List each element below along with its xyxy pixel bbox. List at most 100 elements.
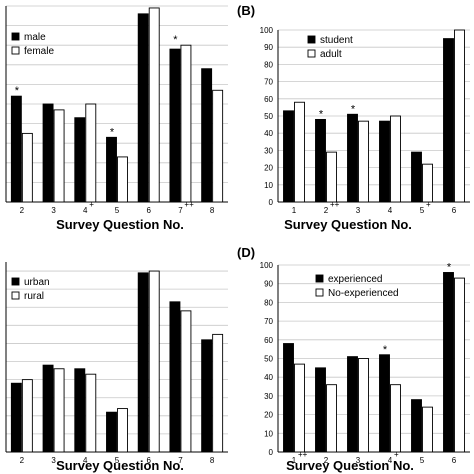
- significance-star: *: [319, 108, 324, 120]
- x-tick-label: 4: [388, 206, 393, 215]
- bar-student-6: [443, 38, 454, 203]
- bar-experienced-1: [283, 343, 294, 453]
- x-tick-label: 3: [51, 456, 56, 465]
- category-mark: +: [394, 450, 399, 459]
- bar-adult-4: [390, 115, 401, 203]
- bar-male-6: [137, 13, 149, 203]
- y-tick-label: 70: [264, 317, 273, 326]
- x-tick-label: 6: [452, 456, 457, 465]
- bar-rural-2: [21, 379, 33, 453]
- legend: student adult: [307, 35, 353, 60]
- x-tick-label: 2: [324, 206, 329, 215]
- x-tick-label: 4: [83, 206, 88, 215]
- y-tick-label: 60: [264, 336, 273, 345]
- y-tick-label: 100: [260, 261, 274, 270]
- bar-male-4: [74, 117, 86, 203]
- chart-panel-c: 2 3 4 5 6 7 8 Survey Question No. urban rural: [5, 262, 228, 473]
- chart-panel-b: 0 10 20 30 40 50 60 70 80 90 100 1 * 2++ * 3 4 5+6 Survey …: [237, 3, 470, 232]
- x-tick-label: 6: [146, 206, 151, 215]
- y-tick-label: 40: [264, 373, 273, 382]
- category-mark: ++: [184, 200, 194, 209]
- legend-swatch: [11, 277, 20, 286]
- bar-student-1: [283, 110, 294, 203]
- legend-swatch: [315, 274, 324, 283]
- bar-urban-3: [42, 364, 54, 453]
- bar-experienced-2: [315, 367, 326, 453]
- x-tick-label: 3: [356, 206, 361, 215]
- y-tick-label: 40: [264, 129, 273, 138]
- bar-rural-7: [180, 310, 192, 453]
- legend-label: female: [24, 46, 54, 57]
- bar-rural-3: [53, 368, 65, 453]
- category-mark: ++: [330, 200, 340, 209]
- x-tick-label: 8: [210, 456, 215, 465]
- legend-label: urban: [24, 277, 50, 288]
- chart-panel-a: * 2 3 4+ * 5 6 * 7++ 8 Survey Question No. male fema…: [5, 5, 228, 232]
- x-tick-label: 4: [83, 456, 88, 465]
- bar-rural-6: [148, 270, 160, 453]
- y-tick-label: 20: [264, 411, 273, 420]
- legend-label: experienced: [328, 274, 382, 285]
- y-tick-label: 60: [264, 95, 273, 104]
- legend-swatch: [307, 35, 316, 44]
- significance-star: *: [15, 85, 20, 97]
- bar-female-8: [212, 89, 224, 203]
- x-tick-label: 7: [178, 456, 183, 465]
- bar-female-2: [21, 132, 33, 203]
- bar-no-experienced-2: [326, 384, 337, 453]
- bar-urban-7: [169, 301, 181, 453]
- legend-swatch: [11, 32, 20, 41]
- bar-adult-3: [358, 120, 369, 203]
- bar-adult-5: [422, 163, 433, 203]
- y-tick-label: 20: [264, 164, 273, 173]
- x-tick-label: 4: [388, 456, 393, 465]
- significance-star: *: [383, 344, 388, 356]
- x-tick-label: 7: [178, 206, 183, 215]
- y-tick-label: 50: [264, 112, 273, 121]
- bar-female-6: [148, 7, 160, 203]
- bar-experienced-6: [443, 272, 454, 453]
- y-tick-label: 80: [264, 298, 273, 307]
- x-tick-label: 6: [146, 456, 151, 465]
- bar-no-experienced-4: [390, 384, 401, 453]
- legend-swatch: [315, 288, 324, 297]
- bar-adult-1: [294, 101, 305, 203]
- panel-label: (D): [237, 245, 255, 260]
- y-tick-label: 0: [269, 198, 274, 207]
- legend-label: student: [320, 35, 353, 46]
- legend: experienced No-experienced: [315, 274, 399, 299]
- significance-star: *: [173, 34, 178, 46]
- x-tick-label: 2: [20, 456, 25, 465]
- chart-panel-d: 0 10 20 30 40 50 60 70 80 90 100 1++ 2 3 * 4+5 * 6 Survey …: [237, 245, 470, 473]
- x-tick-label: 2: [324, 456, 329, 465]
- x-axis-label: Survey Question No.: [286, 458, 414, 473]
- bar-female-4: [85, 103, 97, 203]
- y-tick-label: 90: [264, 280, 273, 289]
- bar-no-experienced-3: [358, 358, 369, 453]
- y-tick-label: 10: [264, 181, 273, 190]
- bar-no-experienced-1: [294, 363, 305, 453]
- bar-male-5: [106, 136, 117, 203]
- legend-swatch: [307, 49, 316, 58]
- bar-male-8: [201, 68, 213, 203]
- y-tick-label: 70: [264, 78, 273, 87]
- bar-female-7: [180, 44, 192, 203]
- x-tick-label: 3: [356, 456, 361, 465]
- bar-student-3: [347, 113, 358, 203]
- bar-urban-8: [201, 339, 213, 453]
- legend-swatch: [11, 46, 20, 55]
- bar-rural-5: [117, 408, 128, 453]
- x-tick-label: 5: [420, 456, 425, 465]
- bar-no-experienced-5: [422, 406, 433, 453]
- significance-star: *: [110, 126, 115, 138]
- x-tick-label: 8: [210, 206, 215, 215]
- x-tick-label: 5: [115, 206, 120, 215]
- x-axis-label: Survey Question No.: [284, 217, 412, 232]
- y-tick-label: 0: [269, 448, 274, 457]
- significance-star: *: [351, 103, 356, 115]
- legend: male female: [11, 32, 54, 57]
- bar-rural-8: [212, 333, 224, 453]
- x-axis-label: Survey Question No.: [56, 217, 184, 232]
- bar-adult-2: [326, 151, 337, 203]
